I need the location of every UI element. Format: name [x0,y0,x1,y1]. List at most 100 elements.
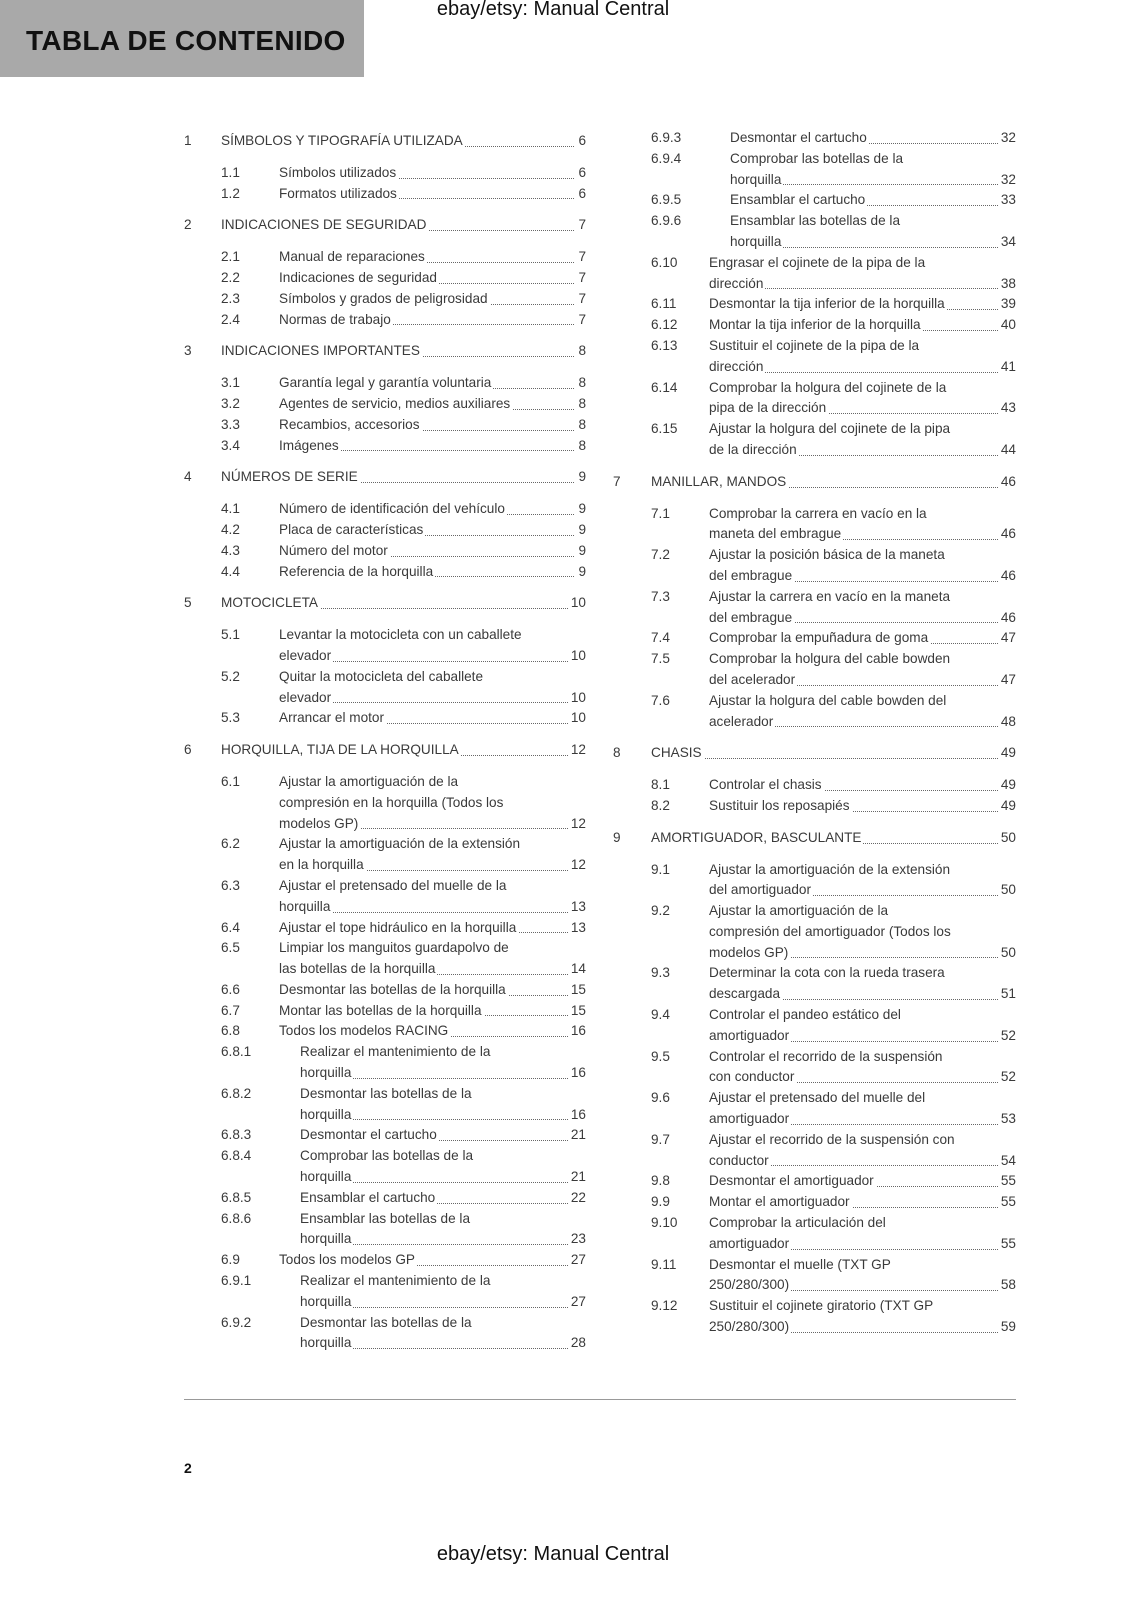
dot-leader [300,1348,582,1350]
toc-entry-page: 34 [997,231,1016,253]
toc-entry[interactable]: 3.1 Garantía legal y garantía voluntaria 8 [184,373,586,394]
toc-entry-number: 1.1 [221,162,240,184]
toc-entry[interactable]: 2.1 Manual de reparaciones 7 [184,247,586,268]
toc-entry[interactable]: 7 MANILLAR, MANDOS 46 [613,471,1016,493]
toc-entry[interactable]: 2.2 Indicaciones de seguridad 7 [184,267,586,289]
toc-entry[interactable]: 9.5 Controlar el recorrido de la suspensi… [613,1046,1016,1089]
toc-entry[interactable]: 3.4 Imágenes 8 [184,435,586,457]
toc-entry-title-line: NÚMEROS DE SERIE [221,467,560,488]
toc-entry[interactable]: 6.14 Comprobar la holgura del cojinete de… [613,377,1016,420]
toc-entry[interactable]: 3.3 Recambios, accesorios 8 [184,414,586,436]
toc-entry[interactable]: 4.1 Número de identificación del vehículo… [184,499,586,520]
dot-leader [651,758,1012,760]
toc-entry-title-text: Montar las botellas de la horquilla [279,1002,484,1018]
toc-entry-page: 12 [567,740,586,761]
toc-entry-title-text: INDICACIONES IMPORTANTES [221,343,422,359]
toc-entry-title-text: horquilla [300,1335,354,1351]
toc-entry[interactable]: 1.1 Símbolos utilizados 6 [184,162,586,184]
toc-entry[interactable]: 7.3 Ajustar la carrera en vacío en la man… [613,586,1016,629]
toc-entry-title-text: Ensamblar el cartucho [300,1189,438,1205]
toc-entry[interactable]: 6.8.4 Comprobar las botellas de la horquil… [184,1146,586,1188]
toc-entry[interactable]: 9 AMORTIGUADOR, BASCULANTE 50 [613,827,1016,849]
toc-entry[interactable]: 6.8.5 Ensamblar el cartucho 22 [184,1187,586,1209]
toc-entry[interactable]: 6.10 Engrasar el cojinete de la pipa de l… [613,252,1016,295]
toc-entry[interactable]: 6.8.6 Ensamblar las botellas de la horquil… [184,1208,586,1251]
toc-entry[interactable]: 6.7 Montar las botellas de la horquilla 15 [184,1000,586,1022]
toc-entry[interactable]: 7.1 Comprobar la carrera en vacío en la ma… [613,503,1016,546]
toc-entry[interactable]: 6.8.1 Realizar el mantenimiento de la horq… [184,1042,586,1084]
toc-entry[interactable]: 3 INDICACIONES IMPORTANTES 8 [184,341,586,363]
toc-entry-page: 46 [997,524,1016,546]
toc-entry-page: 38 [997,273,1016,295]
toc-entry[interactable]: 6.9.5 Ensamblar el cartucho 33 [613,190,1016,212]
toc-entry[interactable]: 6.15 Ajustar la holgura del cojinete de l… [613,419,1016,461]
toc-entry[interactable]: 4.4 Referencia de la horquilla 9 [184,561,586,583]
toc-entry[interactable]: 9.7 Ajustar el recorrido de la suspensión… [613,1129,1016,1172]
toc-entry[interactable]: 7.5 Comprobar la holgura del cable bowden… [613,649,1016,691]
toc-entry[interactable]: 9.10 Comprobar la articulación del amortig… [613,1213,1016,1255]
toc-entry[interactable]: 2.4 Normas de trabajo 7 [184,309,586,331]
toc-entry[interactable]: 9.9 Montar el amortiguador 55 [613,1192,1016,1214]
toc-entry[interactable]: 9.11 Desmontar el muelle (TXT GP 250/280/3… [613,1254,1016,1297]
toc-entry[interactable]: 3.2 Agentes de servicio, medios auxiliare… [184,393,586,415]
toc-entry-number: 6.7 [221,1000,240,1022]
toc-entry-title-text: Ensamblar las botellas de la [300,1210,473,1226]
toc-entry[interactable]: 5 MOTOCICLETA 10 [184,593,586,615]
toc-entry[interactable]: 6 HORQUILLA, TIJA DE LA HORQUILLA 12 [184,740,586,761]
toc-entry[interactable]: 5.1 Levantar la motocicleta con un caball… [184,625,586,667]
toc-entry-title-text: MOTOCICLETA [221,595,320,611]
toc-entry[interactable]: 8 CHASIS 49 [613,743,1016,765]
toc-entry[interactable]: 9.6 Ajustar el pretensado del muelle del a… [613,1088,1016,1130]
toc-entry[interactable]: 6.9.1 Realizar el mantenimiento de la horq… [184,1271,586,1313]
toc-entry[interactable]: 6.4 Ajustar el tope hidráulico en la horq… [184,917,586,939]
toc-entry-number: 9 [613,827,621,849]
toc-entry[interactable]: 6.9.3 Desmontar el cartucho 32 [613,128,1016,149]
toc-entry[interactable]: 6.5 Limpiar los manguitos guardapolvo de l… [184,938,586,980]
toc-entry[interactable]: 9.1 Ajustar la amortiguación de la extens… [613,859,1016,902]
toc-entry[interactable]: 7.6 Ajustar la holgura del cable bowden d… [613,690,1016,733]
toc-entry[interactable]: 6.9.6 Ensamblar las botellas de la horquil… [613,211,1016,253]
toc-entry[interactable]: 1.2 Formatos utilizados 6 [184,183,586,205]
toc-entry[interactable]: 6.6 Desmontar las botellas de la horquill… [184,979,586,1001]
toc-entry-title: INDICACIONES DE SEGURIDAD [221,215,582,236]
toc-entry[interactable]: 7.4 Comprobar la empuñadura de goma 47 [613,628,1016,650]
toc-entry-number: 6.2 [221,834,240,856]
toc-entry[interactable]: 6.8 Todos los modelos RACING 16 [184,1021,586,1043]
toc-entry[interactable]: 6.8.2 Desmontar las botellas de la horquil… [184,1083,586,1126]
toc-entry[interactable]: 4.2 Placa de características 9 [184,519,586,541]
toc-entry[interactable]: 8.1 Controlar el chasis 49 [613,775,1016,796]
toc-entry[interactable]: 9.2 Ajustar la amortiguación de la compres… [613,901,1016,964]
toc-entry[interactable]: 9.4 Controlar el pandeo estático del amort… [613,1005,1016,1047]
toc-entry[interactable]: 5.3 Arrancar el motor 10 [184,708,586,730]
toc-entry-title: Comprobar la carrera en vacío en la manet… [709,504,1012,546]
toc-entry[interactable]: 7.2 Ajustar la posición básica de la mane… [613,545,1016,587]
toc-entry[interactable]: 4.3 Número del motor 9 [184,540,586,562]
toc-entry[interactable]: 6.8.3 Desmontar el cartucho 21 [184,1125,586,1147]
toc-entry[interactable]: 8.2 Sustituir los reposapiés 49 [613,795,1016,817]
toc-entry[interactable]: 2 INDICACIONES DE SEGURIDAD 7 [184,215,586,237]
toc-entry-number: 3 [184,341,192,363]
toc-entry[interactable]: 6.11 Desmontar la tija inferior de la hor… [613,294,1016,316]
toc-entry[interactable]: 4 NÚMEROS DE SERIE 9 [184,467,586,489]
toc-entry-title: Engrasar el cojinete de la pipa de la dir… [709,253,1012,295]
toc-entry[interactable]: 6.9.4 Comprobar las botellas de la horquil… [613,148,1016,191]
toc-entry[interactable]: 1 SÍMBOLOS Y TIPOGRAFÍA UTILIZADA 6 [184,131,586,152]
toc-entry[interactable]: 6.13 Sustituir el cojinete de la pipa de … [613,335,1016,378]
toc-entry[interactable]: 6.12 Montar la tija inferior de la horqui… [613,315,1016,336]
toc-entry[interactable]: 6.9.2 Desmontar las botellas de la horquil… [184,1312,586,1355]
toc-entry[interactable]: 2.3 Símbolos y grados de peligrosidad 7 [184,288,586,310]
toc-entry[interactable]: 6.9 Todos los modelos GP 27 [184,1250,586,1272]
toc-entry[interactable]: 6.2 Ajustar la amortiguación de la extens… [184,834,586,876]
dot-leader [279,1265,582,1267]
toc-entry[interactable]: 5.2 Quitar la motocicleta del caballete el… [184,666,586,709]
toc-entry-title: Agentes de servicio, medios auxiliares [279,394,582,415]
toc-entry-page: 8 [575,435,586,457]
dot-leader [300,1140,582,1142]
toc-entry[interactable]: 9.12 Sustituir el cojinete giratorio (TXT… [613,1296,1016,1338]
toc-entry-title-text: las botellas de la horquilla [279,961,438,977]
toc-entry-title: CHASIS [651,743,1012,764]
toc-entry[interactable]: 6.3 Ajustar el pretensado del muelle de l… [184,875,586,918]
toc-entry[interactable]: 9.8 Desmontar el amortiguador 55 [613,1171,1016,1193]
toc-entry[interactable]: 9.3 Determinar la cota con la rueda trase… [613,963,1016,1006]
toc-entry[interactable]: 6.1 Ajustar la amortiguación de la compres… [184,771,586,835]
